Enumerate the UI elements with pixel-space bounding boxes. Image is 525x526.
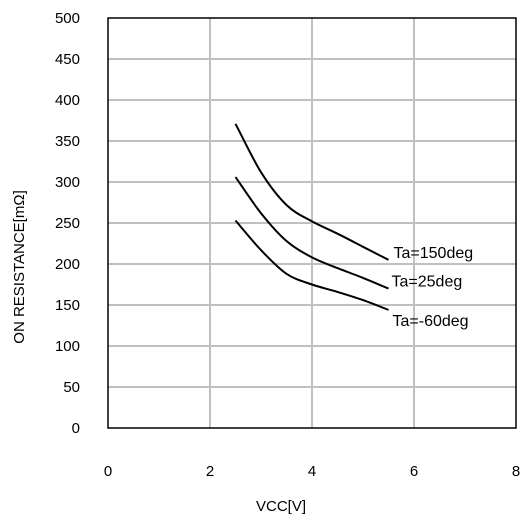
series-line-2 — [234, 219, 389, 311]
plot-frame — [107, 17, 517, 429]
grid — [108, 18, 516, 428]
y-tick-label: 500 — [55, 10, 80, 27]
y-tick-label: 0 — [72, 420, 80, 437]
y-tick-label: 100 — [55, 338, 80, 355]
y-tick-label: 350 — [55, 133, 80, 150]
x-tick-label: 6 — [410, 463, 418, 480]
x-axis-label: VCC[V] — [256, 498, 306, 515]
x-tick-label: 8 — [512, 463, 520, 480]
series-label-1: Ta=25deg — [392, 274, 463, 291]
x-tick-label: 2 — [206, 463, 214, 480]
y-tick-label: 200 — [55, 256, 80, 273]
series-line-1 — [234, 176, 389, 290]
y-axis-label: ON RESISTANCE[mΩ] — [11, 190, 28, 343]
y-tick-label: 450 — [55, 51, 80, 68]
x-tick-label: 4 — [308, 463, 316, 480]
series-lines — [234, 123, 389, 311]
y-tick-label: 300 — [55, 174, 80, 191]
y-tick-label: 50 — [63, 379, 80, 396]
tick-labels: 0 50 100 150 200 250 300 350 400 450 500 0 2 4 6 8 — [55, 10, 520, 480]
x-tick-label: 0 — [104, 463, 112, 480]
y-tick-label: 400 — [55, 92, 80, 109]
y-tick-label: 150 — [55, 297, 80, 314]
series-label-2: Ta=-60deg — [393, 313, 469, 330]
y-tick-label: 250 — [55, 215, 80, 232]
series-labels: Ta=150deg Ta=25deg Ta=-60deg — [392, 245, 474, 330]
series-line-0 — [234, 123, 389, 261]
series-label-0: Ta=150deg — [394, 245, 474, 262]
